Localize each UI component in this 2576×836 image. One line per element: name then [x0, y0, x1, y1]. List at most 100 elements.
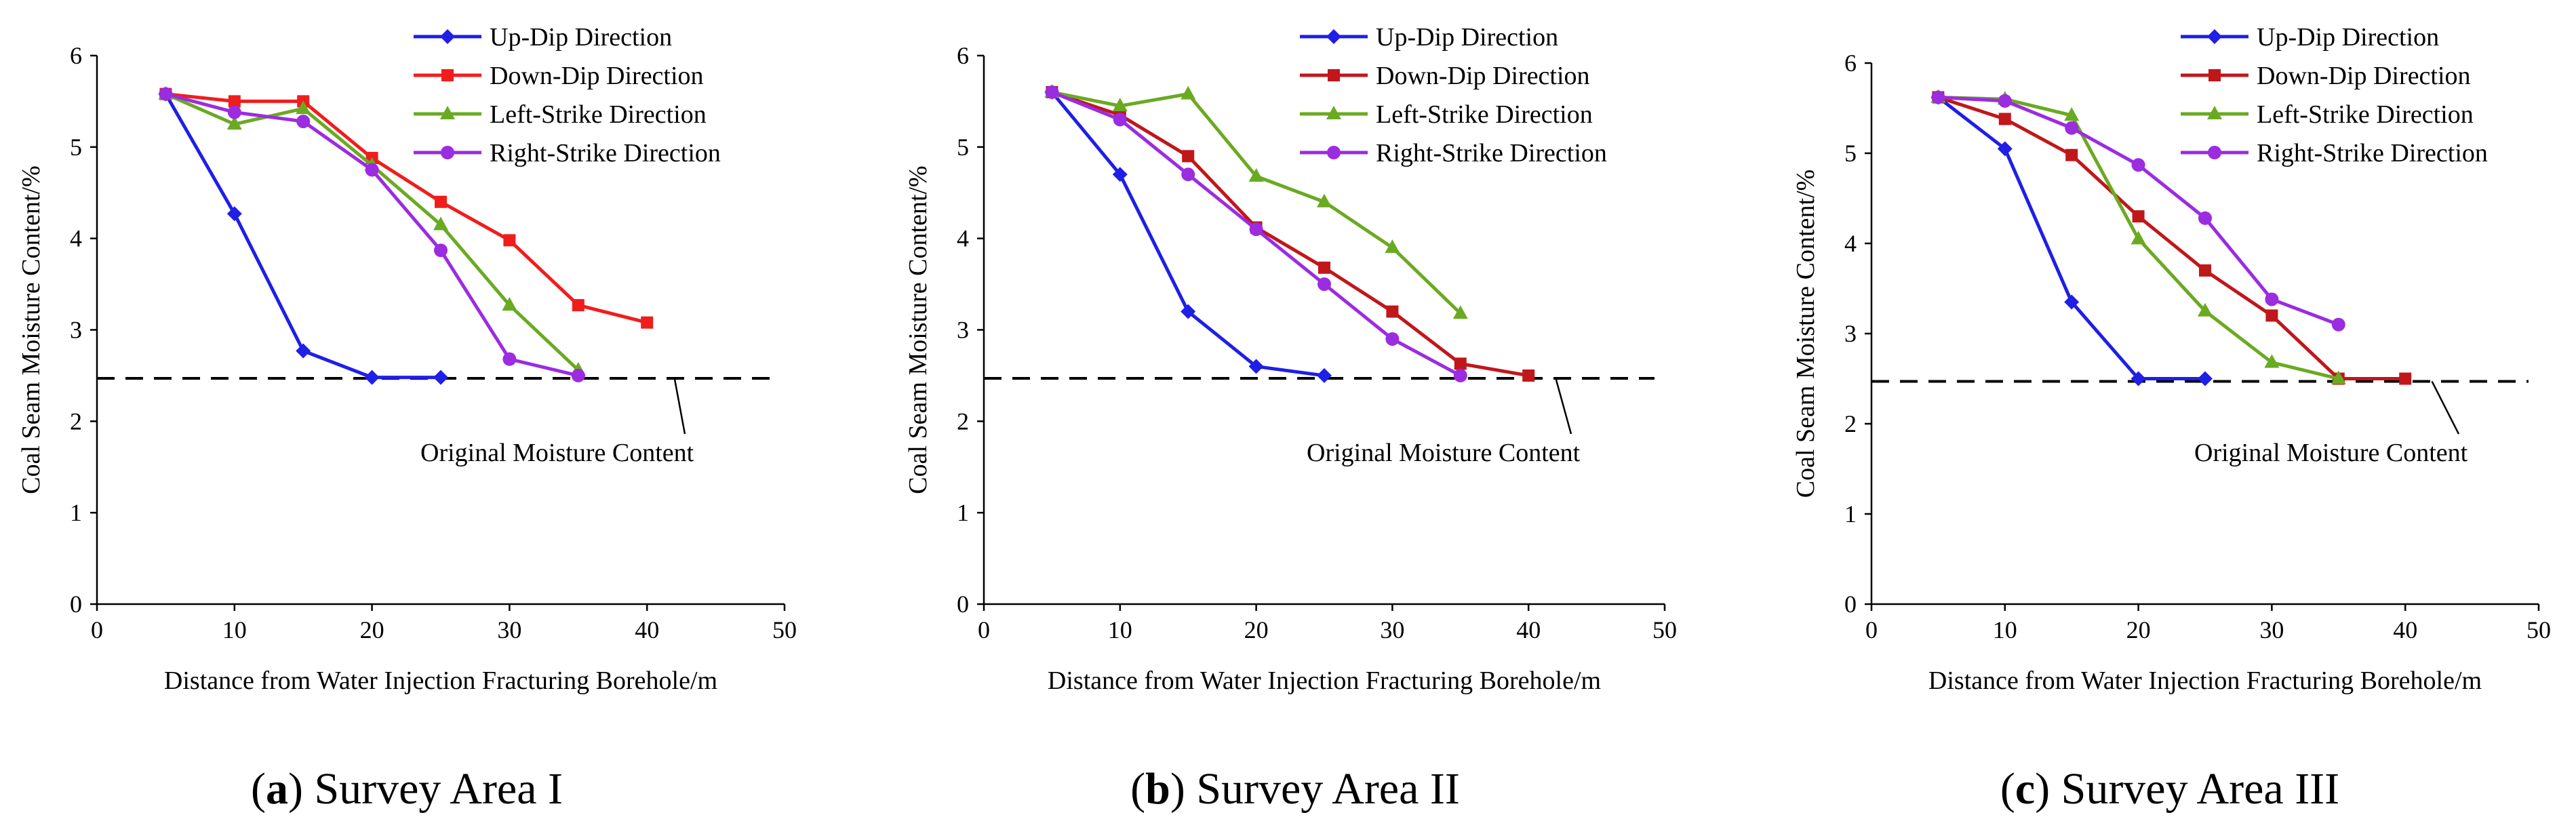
y-tick-label: 5 — [1844, 140, 1857, 167]
legend-marker — [1326, 106, 1341, 119]
legend-marker — [1326, 29, 1341, 44]
y-tick-label: 4 — [957, 225, 969, 252]
data-point-1 — [572, 299, 584, 312]
data-point-3 — [1385, 332, 1400, 346]
data-point-3 — [1113, 113, 1127, 127]
x-tick-label: 0 — [1865, 616, 1878, 643]
caption-text: Survey Area II — [1196, 764, 1460, 814]
legend-marker — [440, 106, 455, 119]
data-point-2 — [226, 116, 242, 130]
y-tick-label: 1 — [957, 499, 969, 526]
data-point-0 — [1248, 359, 1264, 374]
y-tick-label: 2 — [957, 407, 969, 435]
legend-label: Right-Strike Direction — [2257, 139, 2488, 167]
data-point-3 — [2265, 292, 2279, 306]
chart-panel-a: 0 10 20 30 40 50 0 1 2 3 4 5 6 Distance from Water In… — [17, 23, 797, 814]
y-tick-label: 6 — [70, 42, 82, 69]
data-point-2 — [1181, 85, 1196, 100]
legend-marker — [2208, 69, 2221, 81]
data-point-1 — [2199, 264, 2211, 277]
y-tick-label: 5 — [957, 134, 969, 161]
data-point-0 — [296, 343, 311, 359]
data-point-2 — [1317, 193, 1332, 207]
legend-label: Left-Strike Direction — [1376, 100, 1593, 129]
data-point-3 — [1998, 94, 2012, 108]
y-tick-label: 5 — [70, 134, 82, 161]
data-point-3 — [502, 352, 517, 366]
legend-marker — [441, 146, 454, 159]
y-tick-label: 0 — [70, 591, 82, 618]
legend-label: Right-Strike Direction — [1376, 139, 1607, 167]
reference-line-label: Original Moisture Content — [2194, 439, 2468, 467]
caption-letter: a — [266, 764, 288, 814]
caption-letter: c — [2015, 764, 2035, 814]
legend-label: Left-Strike Direction — [490, 100, 707, 129]
legend-label: Down-Dip Direction — [490, 62, 704, 90]
data-point-1 — [1522, 369, 1535, 382]
panel-caption: (c) Survey Area III — [2000, 764, 2339, 814]
legend-label: Down-Dip Direction — [2257, 62, 2471, 90]
data-point-1 — [1318, 261, 1330, 274]
x-axis-title: Distance from Water Injection Fracturing… — [164, 666, 717, 695]
series-line-2 — [165, 92, 580, 372]
y-tick-label: 3 — [957, 317, 969, 344]
caption-text: Survey Area I — [314, 764, 563, 814]
data-point-3 — [571, 368, 585, 382]
x-tick-label: 20 — [1244, 616, 1269, 643]
data-point-2 — [1112, 98, 1128, 112]
data-point-0 — [1112, 167, 1128, 182]
chart-panel-c: 0 10 20 30 40 50 0 1 2 3 4 5 6 Distance from Water In… — [1791, 23, 2551, 814]
series-line-0 — [1050, 91, 1325, 378]
data-point-1 — [503, 234, 516, 247]
data-point-1 — [435, 195, 447, 208]
legend-label: Up-Dip Direction — [1376, 23, 1558, 52]
caption-paren: ) — [288, 764, 314, 814]
reference-line-label: Original Moisture Content — [1307, 439, 1581, 467]
legend-label: Down-Dip Direction — [1376, 62, 1590, 90]
x-tick-label: 30 — [497, 616, 521, 643]
y-tick-label: 3 — [70, 317, 82, 344]
y-tick-label: 0 — [957, 591, 969, 618]
y-tick-label: 3 — [1844, 320, 1857, 347]
data-point-1 — [641, 316, 654, 329]
annotation-pointer — [2431, 380, 2460, 435]
data-point-0 — [2064, 294, 2080, 310]
data-point-3 — [296, 115, 311, 129]
data-point-2 — [1248, 167, 1264, 182]
data-point-3 — [2065, 121, 2079, 135]
data-point-3 — [1249, 222, 1263, 237]
data-point-0 — [2198, 371, 2213, 386]
legend-label: Up-Dip Direction — [2257, 23, 2439, 52]
data-point-1 — [2065, 148, 2078, 161]
series-line-3 — [165, 92, 579, 378]
data-point-2 — [2331, 370, 2346, 384]
y-tick-label: 2 — [70, 407, 82, 435]
data-point-0 — [1997, 141, 2013, 157]
legend-marker — [440, 29, 455, 44]
x-tick-label: 40 — [635, 616, 659, 643]
y-tick-label: 2 — [1844, 410, 1857, 437]
y-axis-title: Coal Seam Moisture Content/% — [1791, 170, 1820, 498]
legend-label: Left-Strike Direction — [2257, 100, 2474, 129]
legend-label: Up-Dip Direction — [490, 23, 672, 52]
x-tick-label: 10 — [1108, 616, 1132, 643]
x-tick-label: 10 — [222, 616, 247, 643]
data-point-2 — [1452, 305, 1468, 319]
x-tick-label: 50 — [2527, 616, 2551, 643]
y-tick-label: 0 — [1844, 591, 1857, 618]
data-point-3 — [365, 163, 379, 177]
data-point-2 — [2064, 107, 2080, 121]
x-tick-label: 20 — [360, 616, 384, 643]
data-point-3 — [1317, 277, 1331, 292]
x-tick-label: 30 — [2259, 616, 2284, 643]
data-point-2 — [2131, 231, 2146, 245]
chart-panel-b: 0 10 20 30 40 50 0 1 2 3 4 5 6 Distance from Water In… — [904, 23, 1677, 814]
x-tick-label: 20 — [2126, 616, 2151, 643]
caption-letter: b — [1145, 764, 1170, 814]
data-point-2 — [2198, 302, 2213, 317]
legend-marker — [2207, 29, 2222, 44]
data-point-3 — [2331, 317, 2345, 332]
y-tick-label: 4 — [1844, 230, 1857, 257]
x-tick-label: 0 — [91, 616, 103, 643]
data-point-2 — [433, 216, 448, 231]
